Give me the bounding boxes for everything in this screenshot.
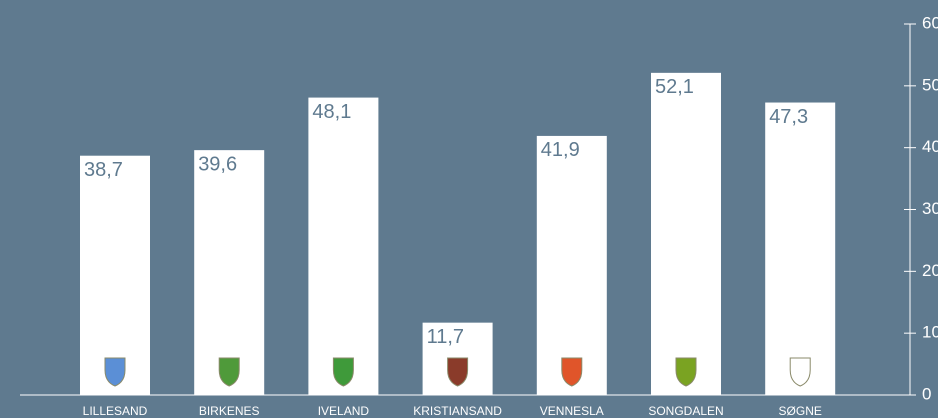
x-tick-label: IVELAND (318, 404, 370, 418)
bar (651, 72, 721, 396)
x-tick-label: SØGNE (779, 404, 822, 418)
coat-of-arms (447, 357, 469, 387)
bar (80, 155, 150, 395)
x-tick-label: KRISTIANSAND (413, 404, 502, 418)
y-tick-label: 30 (922, 199, 938, 218)
y-tick-label: 60 (922, 13, 938, 32)
x-tick-label: BIRKENES (199, 404, 260, 418)
y-tick-label: 20 (922, 261, 938, 280)
bar (536, 135, 607, 395)
coat-of-arms (561, 357, 583, 387)
value-label: 38,7 (84, 159, 123, 181)
y-tick-label: 50 (922, 75, 938, 94)
bar (765, 102, 836, 396)
coat-of-arms (218, 357, 240, 387)
value-label: 11,7 (427, 326, 464, 348)
coat-of-arms (104, 357, 126, 387)
bar (308, 97, 379, 395)
coat-of-arms (789, 357, 811, 387)
value-label: 52,1 (655, 76, 694, 98)
x-tick-label: SONGDALEN (648, 404, 723, 418)
x-tick-label: VENNESLA (540, 404, 604, 418)
value-label: 47,3 (769, 106, 808, 128)
y-tick-label: 10 (922, 323, 938, 342)
x-tick-label: LILLESAND (83, 404, 148, 418)
coat-of-arms (332, 357, 354, 387)
coat-of-arms (675, 357, 697, 387)
value-label: 39,6 (198, 153, 237, 175)
y-tick-label: 0 (922, 384, 931, 403)
value-label: 41,9 (541, 139, 580, 161)
bar (194, 150, 265, 395)
y-tick-label: 40 (922, 137, 938, 156)
value-label: 48,1 (312, 101, 351, 123)
